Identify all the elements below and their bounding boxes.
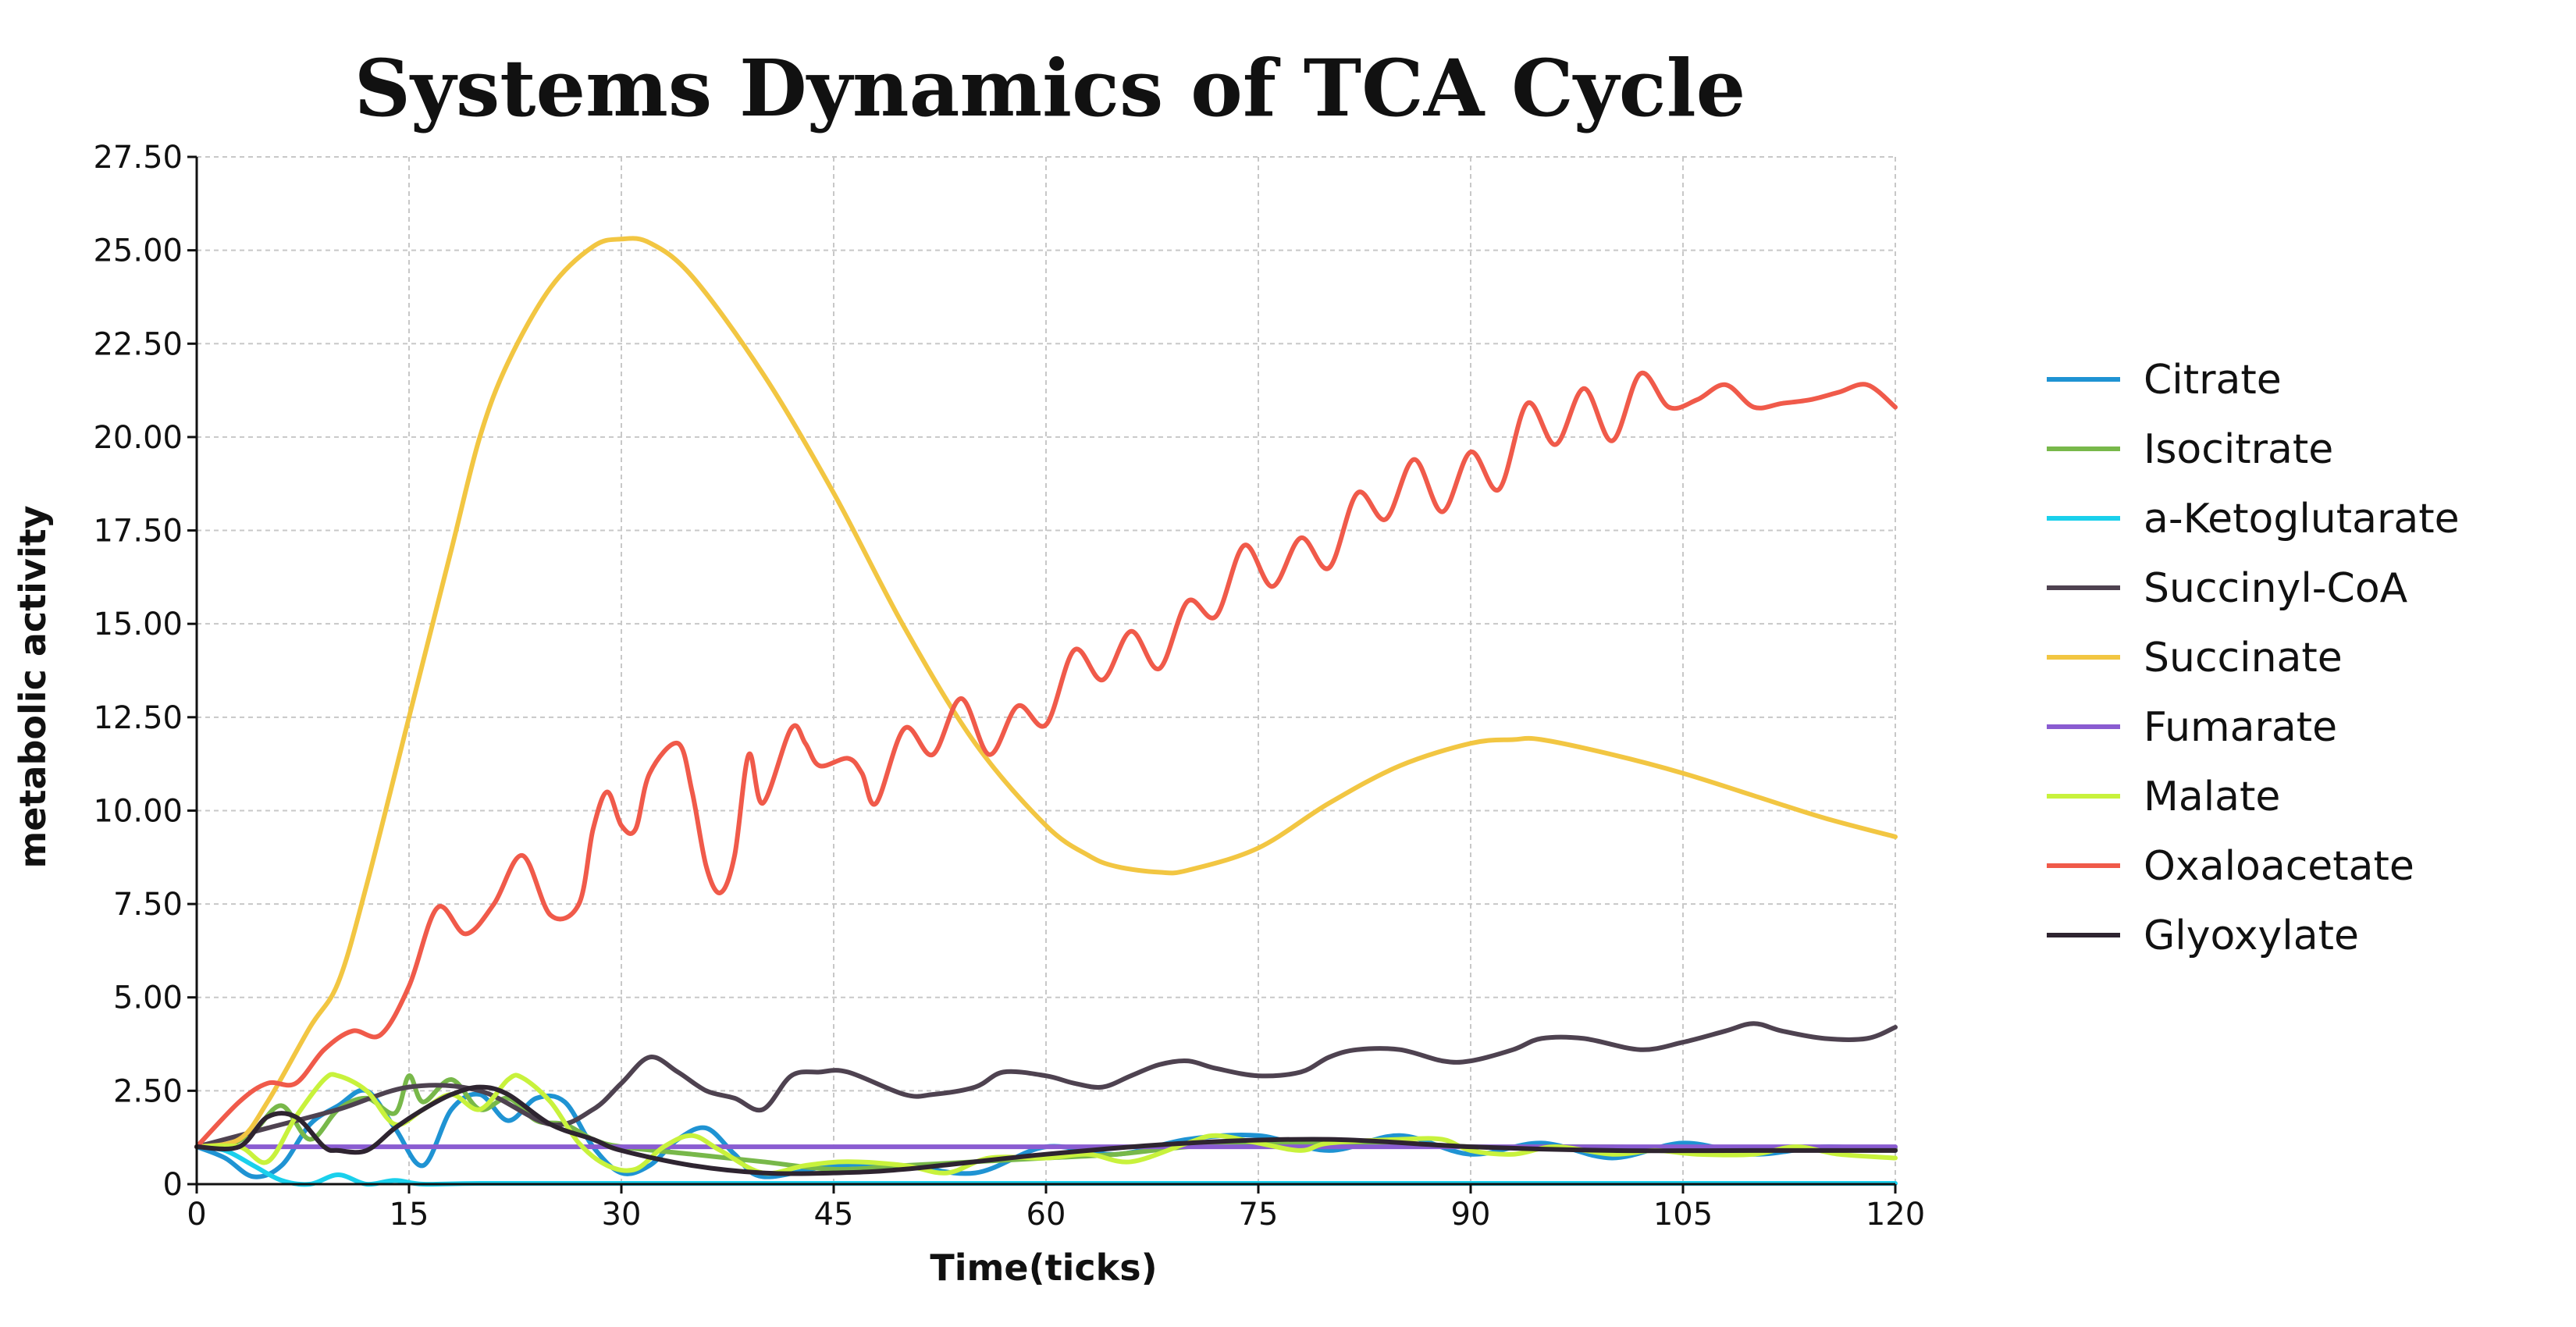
y-tick-label: 12.50 — [93, 700, 183, 736]
y-tick-label: 7.50 — [113, 887, 183, 923]
series-line-malate — [194, 1072, 1898, 1176]
y-tick-label: 27.50 — [93, 140, 183, 176]
series-line-succinyl-coa — [194, 1021, 1898, 1150]
legend-label-a-ketoglutarate: a-Ketoglutarate — [2144, 496, 2460, 543]
legend-label-citrate: Citrate — [2144, 357, 2282, 404]
x-tick-label: 0 — [187, 1197, 206, 1233]
y-tick-label: 20.00 — [93, 420, 183, 456]
tick-labels: 0 15 30 45 60 75 90 105 120 0 2.50 5.00 7.50 10.00 12.… — [93, 140, 1925, 1233]
x-tick-label: 15 — [390, 1197, 429, 1233]
chart-title: Systems Dynamics of TCA Cycle — [354, 42, 1746, 134]
grid-lines — [197, 156, 1896, 1184]
y-tick-label: 22.50 — [93, 326, 183, 362]
y-tick-label: 25.00 — [93, 233, 183, 269]
series-line-glyoxylate — [194, 1084, 1898, 1176]
x-tick-label: 45 — [814, 1197, 854, 1233]
x-tick-label: 120 — [1866, 1197, 1925, 1233]
series-line-oxaloacetate — [194, 370, 1898, 1150]
y-tick-label: 15.00 — [93, 607, 183, 642]
x-tick-label: 60 — [1026, 1197, 1066, 1233]
legend-label-malate: Malate — [2144, 774, 2280, 820]
x-axis-title: Time(ticks) — [930, 1247, 1157, 1289]
legend-label-succinate: Succinate — [2144, 635, 2343, 681]
series-line-succinate — [194, 236, 1898, 1150]
y-tick-label: 0 — [163, 1167, 183, 1203]
y-axis-title: metabolic activity — [12, 505, 54, 868]
legend-label-oxaloacetate: Oxaloacetate — [2144, 843, 2414, 890]
x-tick-label: 90 — [1451, 1197, 1491, 1233]
legend-label-fumarate: Fumarate — [2144, 704, 2337, 751]
x-tick-label: 30 — [602, 1197, 642, 1233]
y-tick-label: 5.00 — [113, 980, 183, 1016]
legend-label-glyoxylate: Glyoxylate — [2144, 913, 2359, 959]
y-tick-label: 17.50 — [93, 514, 183, 550]
legend-label-isocitrate: Isocitrate — [2144, 426, 2333, 473]
y-tick-label: 10.00 — [93, 793, 183, 829]
y-tick-label: 2.50 — [113, 1073, 183, 1109]
legend-label-succinyl-coa: Succinyl-CoA — [2144, 565, 2408, 612]
axes — [187, 155, 1897, 1194]
x-tick-label: 105 — [1653, 1197, 1713, 1233]
x-tick-label: 75 — [1239, 1197, 1279, 1233]
legend: Citrate Isocitrate a-Ketoglutarate Succinyl… — [2047, 357, 2460, 959]
